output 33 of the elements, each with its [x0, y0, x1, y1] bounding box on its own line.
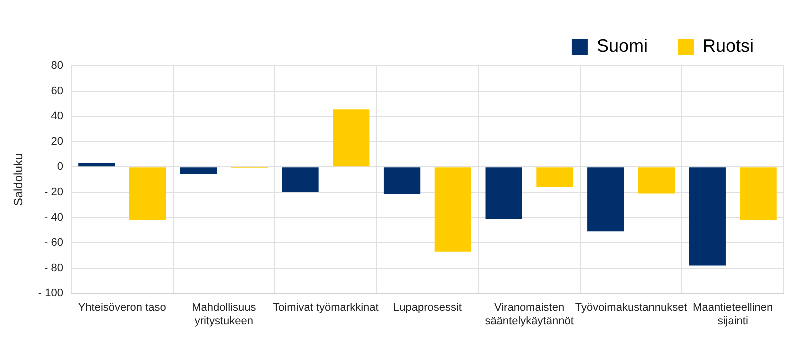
bar — [689, 168, 726, 266]
bar — [740, 168, 777, 220]
y-axis-title: Saldoluku — [12, 153, 26, 206]
x-tick-label: Lupaprosessit — [393, 302, 462, 314]
legend-label: Ruotsi — [702, 36, 754, 56]
x-tick-label: Työvoimakustannukset — [575, 302, 688, 314]
legend-label: Suomi — [596, 36, 648, 56]
x-tick-label: Toimivat työmarkkinat — [273, 302, 379, 314]
y-tick-label: 80 — [51, 60, 64, 72]
x-tick-label: Viranomaisten sääntelykäytännöt — [485, 302, 574, 328]
y-tick-label: 40 — [51, 110, 64, 123]
bar — [486, 168, 522, 219]
y-tick-label: - 80 — [44, 262, 64, 274]
y-tick-label: 0 — [57, 161, 64, 174]
y-tick-label: 60 — [51, 85, 64, 98]
y-tick-label: - 100 — [38, 288, 64, 300]
bar — [282, 168, 319, 192]
bar — [78, 163, 116, 167]
x-tick-label: Mahdollisuus yritystukeen — [192, 302, 257, 328]
bar — [434, 168, 472, 252]
y-tick-label: 20 — [51, 136, 64, 148]
x-tick-label: Maantieteellinen sijainti — [693, 302, 774, 328]
bar — [536, 168, 574, 188]
bar — [384, 168, 421, 194]
y-tick-label: - 60 — [44, 237, 64, 250]
bar — [129, 168, 166, 220]
bar — [180, 168, 218, 174]
y-tick-label: - 40 — [44, 212, 64, 224]
bar — [333, 110, 370, 167]
y-tick-label: - 20 — [44, 186, 64, 198]
bar — [588, 168, 624, 232]
bar — [638, 168, 676, 194]
x-tick-label: Yhteisöveron taso — [78, 302, 166, 314]
